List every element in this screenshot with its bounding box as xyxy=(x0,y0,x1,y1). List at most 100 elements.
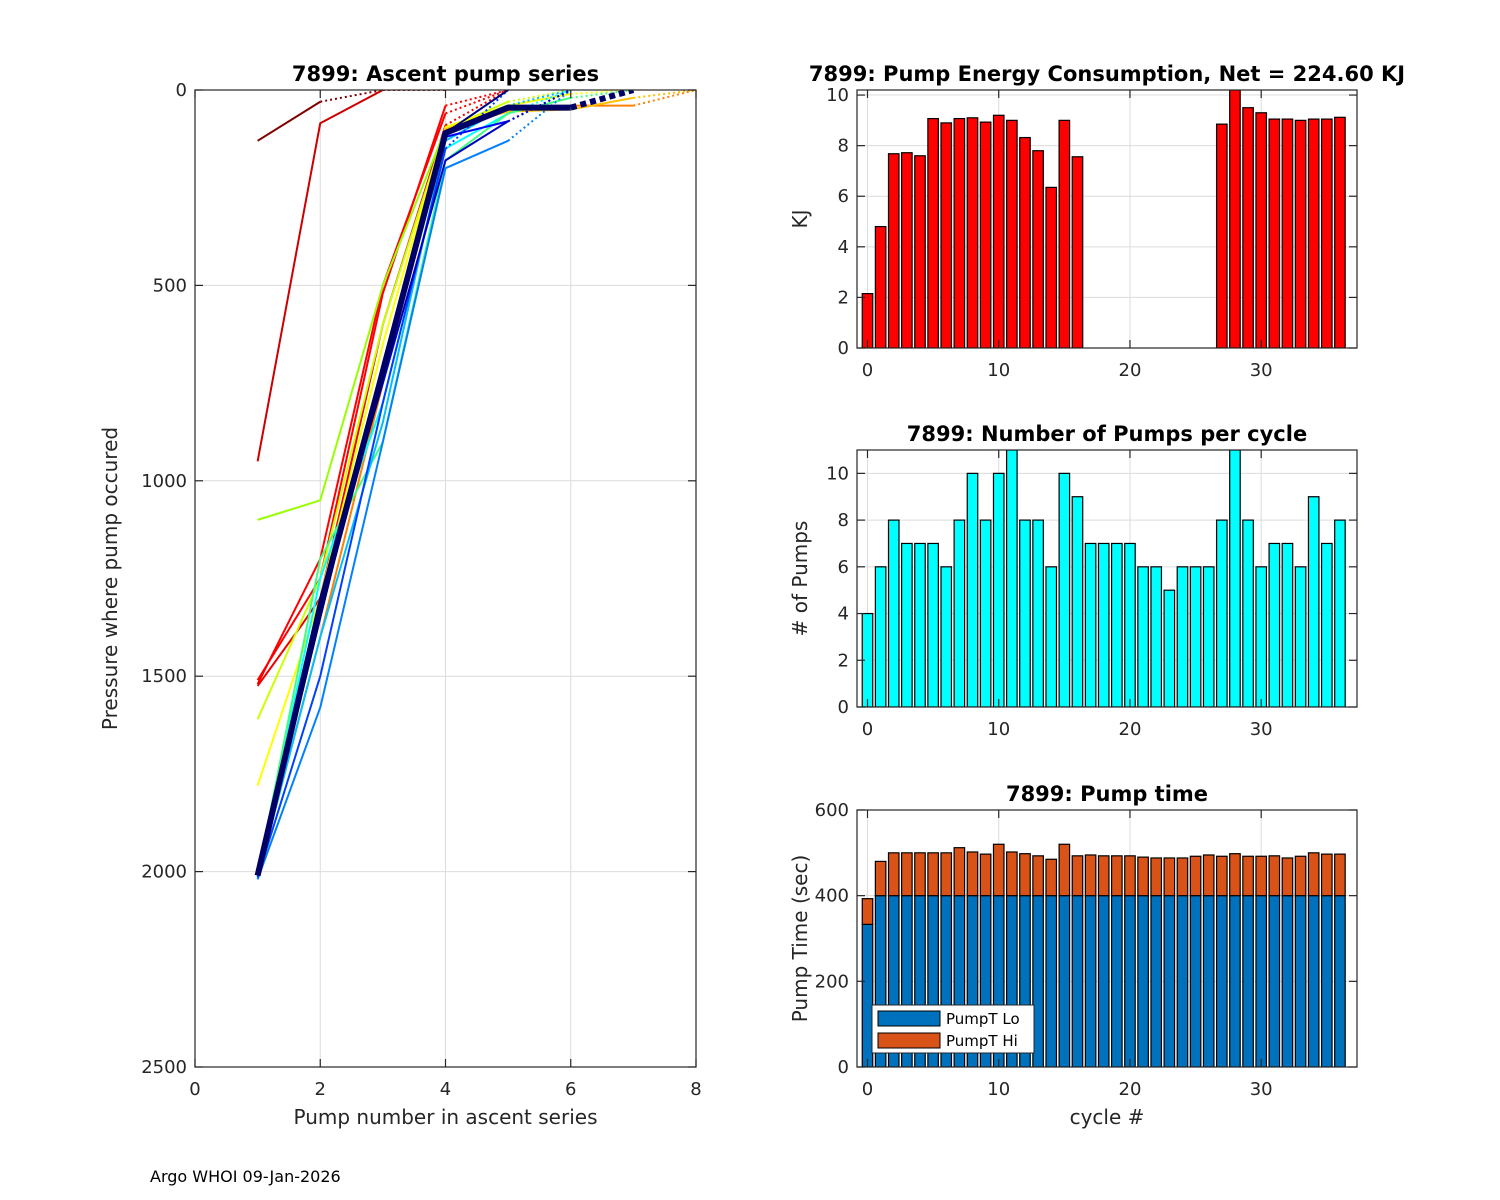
y-tick-label: 0 xyxy=(838,697,849,718)
series-line-dotted xyxy=(570,90,634,99)
bar xyxy=(1229,450,1241,707)
chart-ascent: 0 2 4 6 8 0 500 1000 1500 2000 2500 7899: Ascent pu… xyxy=(98,62,702,1129)
bar xyxy=(914,155,926,348)
chart-title: 7899: Pump Energy Consumption, Net = 224… xyxy=(809,62,1405,86)
series-line xyxy=(256,120,509,876)
series-line-dotted xyxy=(445,90,509,107)
y-tick-label: 0 xyxy=(176,80,187,101)
bar xyxy=(1176,566,1189,707)
legend-swatch xyxy=(877,1032,941,1049)
x-tick-label: 20 xyxy=(1119,1079,1142,1100)
x-axis-label: Pump number in ascent series xyxy=(293,1105,597,1129)
bar-pumpt-hi xyxy=(1268,855,1281,897)
series-line xyxy=(254,104,571,877)
bar xyxy=(1281,542,1294,707)
bar-pumpt-lo xyxy=(1255,895,1268,1067)
y-axis-label: # of Pumps xyxy=(788,521,812,637)
bar-pumpt-lo xyxy=(1084,895,1097,1067)
bar-pumpt-hi xyxy=(1110,855,1123,897)
bar-pumpt-hi xyxy=(966,851,979,897)
bar-pumpt-hi xyxy=(861,898,874,925)
bar xyxy=(1137,566,1149,707)
bar xyxy=(874,225,887,348)
bar-pumpt-hi xyxy=(1176,857,1189,897)
bar-pumpt-lo xyxy=(1334,895,1346,1067)
bar xyxy=(1163,589,1176,707)
bar-pumpt-hi xyxy=(1281,857,1294,897)
legend: PumpT Lo PumpT Hi xyxy=(871,1004,1035,1054)
chart-title: 7899: Pump time xyxy=(1006,782,1208,806)
y-tick-label: 8 xyxy=(838,510,849,531)
bar xyxy=(1045,186,1058,348)
bar-pumpt-lo xyxy=(1215,895,1228,1067)
bar-pumpt-hi xyxy=(940,852,953,897)
bar xyxy=(874,566,887,707)
x-tick-label: 30 xyxy=(1250,360,1273,381)
x-tick-label: 4 xyxy=(440,1079,451,1100)
y-tick-label: 400 xyxy=(815,886,849,907)
y-tick-label: 600 xyxy=(815,800,849,821)
bar xyxy=(1242,519,1254,707)
bar xyxy=(1006,450,1018,707)
bar-pumpt-lo xyxy=(1229,895,1241,1067)
series-line-dotted xyxy=(445,90,509,127)
bar-pumpt-hi xyxy=(1019,853,1031,897)
bar-pumpt-lo xyxy=(1189,895,1202,1067)
y-tick-label: 2 xyxy=(838,287,849,308)
bar xyxy=(992,472,1005,707)
bar-pumpt-lo xyxy=(1124,895,1136,1067)
bar-pumpt-lo xyxy=(1045,895,1058,1067)
bar xyxy=(1268,542,1281,707)
bar-pumpt-lo xyxy=(1137,895,1149,1067)
bar xyxy=(1189,566,1202,707)
bar-pumpt-hi xyxy=(953,847,966,897)
bar-pumpt-lo xyxy=(1097,895,1110,1067)
bar xyxy=(992,114,1005,348)
bar xyxy=(1307,118,1320,348)
bar xyxy=(1045,566,1058,707)
bar-pumpt-hi xyxy=(1320,853,1333,897)
bar xyxy=(953,117,966,348)
bar xyxy=(1097,542,1110,707)
y-tick-label: 1000 xyxy=(141,471,187,492)
bar xyxy=(1058,119,1071,348)
bar-pumpt-lo xyxy=(1281,895,1294,1067)
y-tick-label: 2500 xyxy=(141,1057,187,1078)
x-tick-label: 10 xyxy=(987,1079,1010,1100)
y-tick-label: 200 xyxy=(815,971,849,992)
footer-text: Argo WHOI 09-Jan-2026 xyxy=(150,1167,341,1186)
x-axis-label: cycle # xyxy=(1070,1105,1145,1129)
legend-label: PumpT Hi xyxy=(946,1032,1018,1050)
bar xyxy=(1071,496,1084,707)
plot-area xyxy=(857,90,1357,348)
bar xyxy=(979,121,992,348)
series-line xyxy=(256,112,509,876)
bar-pumpt-hi xyxy=(1163,857,1176,897)
bar-pumpt-lo xyxy=(1307,895,1320,1067)
bar xyxy=(1124,542,1136,707)
bar-pumpt-hi xyxy=(1307,852,1320,897)
y-tick-label: 10 xyxy=(826,463,849,484)
x-tick-label: 20 xyxy=(1119,360,1142,381)
series-line-dotted xyxy=(633,90,696,99)
bar xyxy=(1019,136,1031,348)
y-tick-label: 2 xyxy=(838,650,849,671)
y-tick-label: 4 xyxy=(838,237,849,258)
bar xyxy=(1307,496,1320,707)
y-axis-label: Pump Time (sec) xyxy=(788,855,812,1023)
bar xyxy=(1268,118,1281,348)
bar xyxy=(1320,542,1333,707)
bar xyxy=(1281,118,1294,348)
bar xyxy=(927,542,939,707)
bar xyxy=(953,519,966,707)
plot-area xyxy=(254,90,696,880)
bar-pumpt-hi xyxy=(1124,855,1136,897)
bar xyxy=(1202,566,1215,707)
bar xyxy=(1255,566,1268,707)
bar xyxy=(1294,566,1307,707)
bar-pumpt-hi xyxy=(1242,855,1254,897)
bar-pumpt-hi xyxy=(1202,854,1215,897)
x-tick-label: 0 xyxy=(862,719,873,740)
series-line xyxy=(256,105,447,681)
